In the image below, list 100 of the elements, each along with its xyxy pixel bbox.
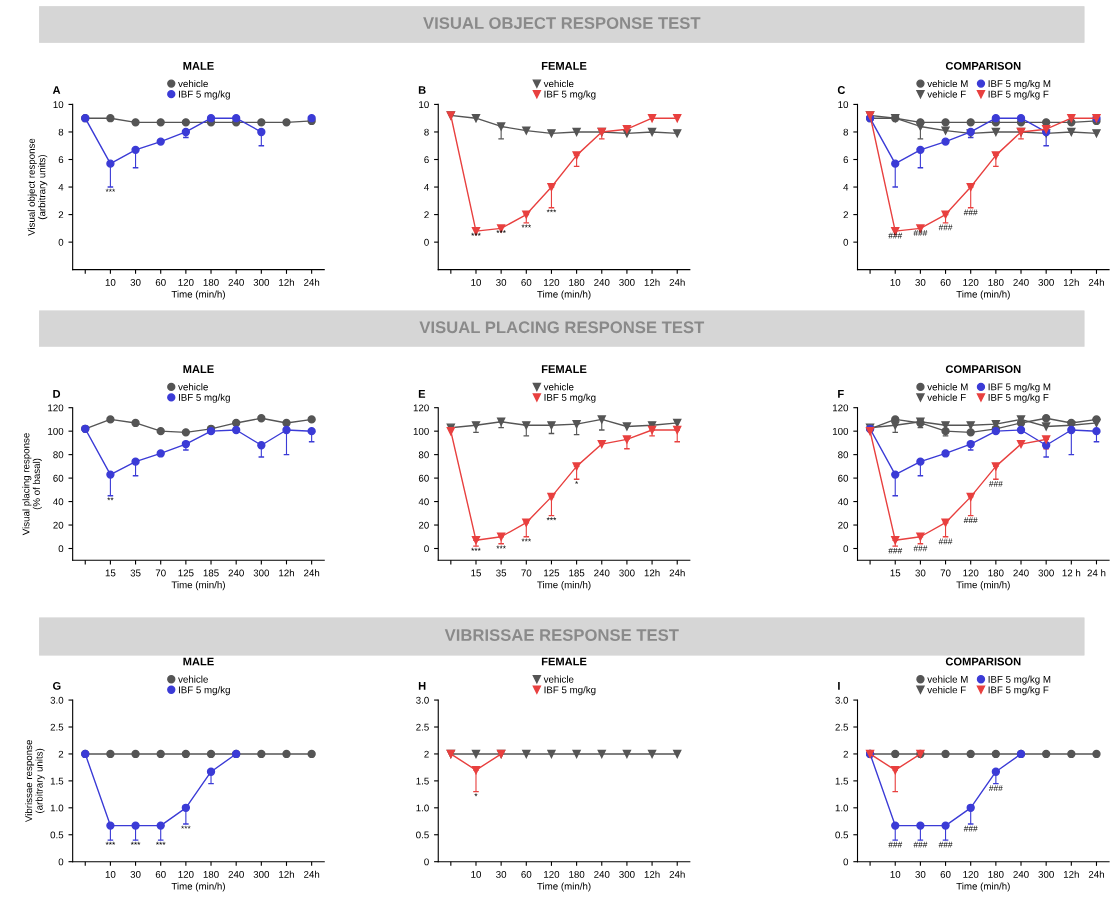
x-tick-label: 180 xyxy=(203,870,219,878)
x-tick-label: 300 xyxy=(253,278,270,286)
legend-label: IBF 5 mg/kg F xyxy=(988,90,1049,100)
y-tick-label: 40 xyxy=(53,498,64,506)
chart-title: FEMALE xyxy=(541,657,587,666)
x-tick-label: 70 xyxy=(521,569,532,577)
chart-title: MALE xyxy=(183,365,214,373)
x-tick-label: 125 xyxy=(544,569,560,577)
x-axis-title: Time (min/h) xyxy=(171,882,225,892)
annotation: ### xyxy=(963,209,978,216)
x-tick-label: 10 xyxy=(890,278,901,286)
chart-title: COMPARISON xyxy=(945,61,1021,70)
chart-title: COMPARISON xyxy=(945,657,1021,666)
annotation: *** xyxy=(105,841,116,845)
y-tick-label: 80 xyxy=(838,451,849,459)
y-tick-label: 2.5 xyxy=(835,723,849,731)
chart-title: FEMALE xyxy=(541,62,587,70)
text: F xyxy=(838,390,844,398)
y-tick-label: 120 xyxy=(833,404,849,412)
annotation: *** xyxy=(496,230,506,233)
annotation: *** xyxy=(521,538,532,542)
x-tick-label: 240 xyxy=(594,870,610,878)
y-tick-label: 6 xyxy=(58,156,64,164)
x-tick-label: 300 xyxy=(619,569,635,577)
x-tick-label: 300 xyxy=(619,870,635,878)
legend-label: vehicle M xyxy=(927,79,968,88)
y-tick-label: 0.5 xyxy=(835,831,849,839)
annotation: *** xyxy=(181,825,191,829)
annotation: ### xyxy=(988,481,1003,487)
x-tick-label: 300 xyxy=(1038,870,1054,878)
annotation: *** xyxy=(130,841,141,845)
y-tick-label: 0 xyxy=(58,545,64,553)
annotation: *** xyxy=(521,224,532,228)
y-tick-label: 120 xyxy=(48,404,64,412)
legend-label: IBF 5 mg/kg xyxy=(178,686,230,696)
text: E xyxy=(418,390,426,398)
annotation: * xyxy=(575,480,579,484)
annotation: ### xyxy=(913,545,928,552)
y-tick-label: 4 xyxy=(424,183,429,191)
y-tick-label: 6 xyxy=(843,156,849,164)
x-axis-title: Time (min/h) xyxy=(537,290,591,300)
x-tick-label: 300 xyxy=(619,278,635,286)
x-tick-label: 180 xyxy=(203,278,219,286)
legend-label: vehicle xyxy=(178,79,208,88)
y-tick-label: 120 xyxy=(413,404,429,412)
x-tick-label: 240 xyxy=(228,278,244,286)
x-tick-label: 12h xyxy=(279,278,294,286)
x-tick-label: 180 xyxy=(988,569,1004,577)
x-tick-label: 120 xyxy=(178,278,194,286)
y-axis-title: Visual placing response (% of basal) xyxy=(22,433,42,536)
x-tick-label: 12h xyxy=(644,870,660,878)
y-tick-label: 0 xyxy=(424,858,429,866)
x-tick-label: 185 xyxy=(203,569,219,577)
annotation: ### xyxy=(888,232,903,239)
x-tick-label: 60 xyxy=(521,278,532,286)
x-tick-label: 180 xyxy=(988,278,1004,286)
text: VISUAL PLACING RESPONSE TEST xyxy=(419,321,705,334)
y-tick-label: 3.0 xyxy=(50,696,64,704)
x-tick-label: 24h xyxy=(304,278,320,286)
x-tick-label: 185 xyxy=(569,569,585,577)
y-tick-label: 0.5 xyxy=(50,831,64,839)
y-tick-label: 8 xyxy=(424,128,429,136)
x-tick-label: 15 xyxy=(471,569,481,577)
x-tick-label: 10 xyxy=(471,870,482,878)
annotation: ### xyxy=(888,841,903,848)
x-tick-label: 70 xyxy=(940,569,951,577)
annotation: ### xyxy=(963,517,978,524)
x-tick-label: 24h xyxy=(669,569,685,577)
text: G xyxy=(53,681,61,690)
x-tick-label: 70 xyxy=(155,569,166,577)
x-tick-label: 120 xyxy=(963,278,979,286)
legend-label: IBF 5 mg/kg xyxy=(544,686,596,696)
annotation: *** xyxy=(471,547,481,551)
y-tick-label: 0 xyxy=(843,545,849,553)
y-tick-label: 8 xyxy=(843,128,849,136)
text: B xyxy=(418,86,426,94)
y-tick-label: 1.5 xyxy=(50,777,64,785)
x-tick-label: 30 xyxy=(130,870,141,878)
y-tick-label: 2 xyxy=(843,211,848,219)
annotation: *** xyxy=(471,232,481,236)
y-tick-label: 10 xyxy=(838,101,849,109)
y-tick-label: 1.0 xyxy=(835,804,849,812)
legend-label: vehicle F xyxy=(927,393,966,401)
text: I xyxy=(838,682,840,690)
x-tick-label: 12h xyxy=(644,569,660,577)
x-tick-label: 240 xyxy=(228,870,244,878)
y-tick-label: 2 xyxy=(424,750,429,758)
x-tick-label: 24h xyxy=(669,870,685,878)
x-tick-label: 300 xyxy=(253,870,270,878)
chart-title: MALE xyxy=(183,657,214,666)
legend-label: vehicle xyxy=(178,383,208,391)
x-tick-label: 60 xyxy=(521,870,532,878)
annotation: *** xyxy=(496,545,506,549)
x-tick-label: 10 xyxy=(890,870,901,878)
y-tick-label: 1.5 xyxy=(416,777,429,785)
x-axis-title: Time (min/h) xyxy=(171,581,225,591)
y-tick-label: 0 xyxy=(58,858,64,866)
x-axis-title: Time (min/h) xyxy=(171,290,225,300)
y-tick-label: 100 xyxy=(833,427,849,435)
x-tick-label: 24h xyxy=(669,278,685,286)
